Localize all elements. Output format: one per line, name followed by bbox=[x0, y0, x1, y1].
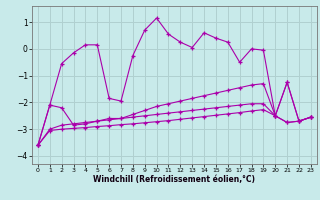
X-axis label: Windchill (Refroidissement éolien,°C): Windchill (Refroidissement éolien,°C) bbox=[93, 175, 255, 184]
